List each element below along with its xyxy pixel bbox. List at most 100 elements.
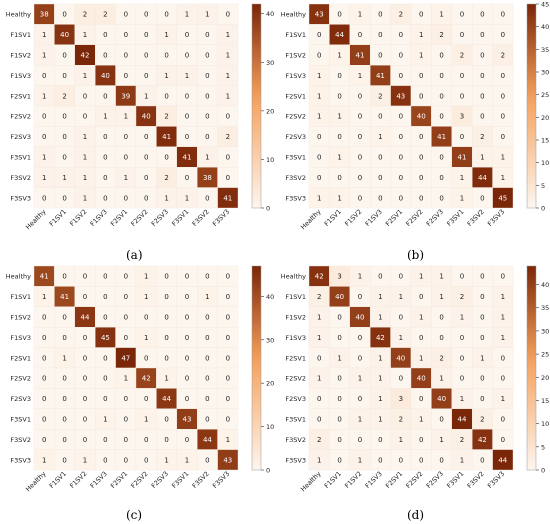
heatmap-b-value-r8-c8: 44 (478, 174, 487, 182)
heatmap-c-row-label-8: F3SV2 (10, 436, 31, 444)
heatmap-a-value-r3-c4: 0 (124, 72, 128, 80)
heatmap-d-row-label-1: F1SV1 (285, 293, 306, 301)
heatmap-a-value-r3-c3: 40 (101, 72, 110, 80)
heatmap-b-value-r1-c2: 0 (358, 31, 362, 39)
heatmap-c-value-r9-c6: 1 (164, 456, 168, 464)
heatmap-c-value-r0-c6: 0 (164, 273, 168, 281)
heatmap-b-value-r3-c8: 0 (480, 72, 484, 80)
heatmap-b-value-r8-c4: 0 (399, 174, 403, 182)
heatmap-b-value-r1-c0: 0 (317, 31, 321, 39)
heatmap-a-value-r0-c3: 2 (103, 11, 107, 19)
heatmap-b-value-r0-c4: 2 (399, 11, 403, 19)
colorbar-c-tick-label-2: 20 (266, 380, 274, 388)
heatmap-d-value-r9-c6: 0 (439, 456, 443, 464)
heatmap-c-value-r2-c3: 0 (103, 314, 107, 322)
heatmap-a-value-r1-c4: 0 (124, 31, 128, 39)
heatmap-d-value-r4-c4: 40 (396, 354, 405, 362)
heatmap-b-value-r1-c4: 0 (399, 31, 403, 39)
heatmap-a-col-label-4: F2SV1 (109, 208, 129, 228)
heatmap-d-value-r6-c9: 1 (501, 395, 505, 403)
heatmap-d-value-r3-c8: 0 (480, 334, 484, 342)
heatmap-a-value-r0-c5: 0 (144, 11, 148, 19)
heatmap-c-row-label-1: F1SV1 (10, 293, 31, 301)
heatmap-c-value-r4-c3: 0 (103, 354, 107, 362)
colorbar-a-tick-label-3: 30 (266, 59, 274, 67)
heatmap-c-value-r9-c3: 0 (103, 456, 107, 464)
heatmap-c-cell-r9-c9 (217, 449, 239, 471)
heatmap-c-value-r5-c3: 0 (103, 375, 107, 383)
heatmap-b-value-r5-c6: 0 (439, 113, 443, 121)
heatmap-d-value-r5-c2: 1 (358, 375, 362, 383)
heatmap-c-value-r6-c4: 0 (124, 395, 128, 403)
heatmap-b-value-r3-c6: 0 (439, 72, 443, 80)
caption-d: (d) (407, 508, 425, 522)
heatmap-d-value-r9-c5: 0 (419, 456, 423, 464)
heatmap-d-value-r9-c2: 1 (358, 456, 362, 464)
confusion-matrix-c: 41 0 0 0 0 1 0 0 0 0 1 41 0 0 0 1 0 0 1 0 0 0 44 0 0 0 0 0 0 0 0 0 0 45 0 1… (0, 262, 275, 507)
colorbar-b-tick-label-0: 0 (541, 205, 545, 213)
heatmap-c-value-r0-c4: 0 (124, 273, 128, 281)
heatmap-c-value-r2-c2: 44 (81, 314, 90, 322)
colorbar-b-tick-label-2: 10 (541, 159, 549, 167)
heatmap-d-value-r1-c9: 1 (501, 293, 505, 301)
heatmap-b-value-r0-c9: 0 (501, 11, 505, 19)
heatmap-b-row-label-9: F3SV3 (285, 194, 306, 202)
heatmap-b-value-r8-c2: 0 (358, 174, 362, 182)
heatmap-b-value-r7-c1: 1 (337, 154, 341, 162)
heatmap-d-value-r6-c0: 0 (317, 395, 321, 403)
heatmap-a-value-r3-c2: 1 (83, 72, 87, 80)
heatmap-c-value-r8-c6: 0 (164, 436, 168, 444)
heatmap-d-value-r2-c8: 0 (480, 314, 484, 322)
heatmap-b-value-r6-c6: 41 (437, 133, 446, 141)
heatmap-d-value-r4-c0: 0 (317, 354, 321, 362)
heatmap-d-value-r7-c4: 2 (399, 416, 403, 424)
heatmap-d-value-r1-c2: 0 (358, 293, 362, 301)
heatmap-b-value-r4-c6: 0 (439, 92, 443, 100)
heatmap-d-value-r0-c4: 0 (399, 273, 403, 281)
heatmap-b-value-r5-c5: 40 (417, 113, 426, 121)
heatmap-b-value-r0-c8: 0 (480, 11, 484, 19)
colorbar-d (526, 265, 537, 471)
heatmap-b-value-r7-c4: 0 (399, 154, 403, 162)
heatmap-b-value-r4-c9: 0 (501, 92, 505, 100)
heatmap-b-cell-r9-c9 (492, 187, 514, 209)
heatmap-b-value-r3-c7: 0 (460, 72, 464, 80)
heatmap-d-value-r8-c9: 0 (501, 436, 505, 444)
heatmap-d-value-r6-c5: 0 (419, 395, 423, 403)
heatmap-d-cell-r9-c9 (492, 449, 514, 471)
heatmap-b-value-r5-c4: 0 (399, 113, 403, 121)
heatmap-d-value-r0-c3: 0 (378, 273, 382, 281)
heatmap-d-value-r9-c1: 0 (337, 456, 341, 464)
heatmap-b-value-r7-c5: 0 (419, 154, 423, 162)
heatmap-c-value-r3-c9: 0 (226, 334, 230, 342)
heatmap-b-value-r7-c2: 0 (358, 154, 362, 162)
caption-a: (a) (126, 248, 143, 262)
heatmap-c-row-label-3: F1SV3 (10, 334, 31, 342)
heatmap-b-value-r8-c6: 0 (439, 174, 443, 182)
heatmap-d-value-r2-c7: 1 (460, 314, 464, 322)
heatmap-b-value-r4-c0: 1 (317, 92, 321, 100)
heatmap-b-value-r7-c3: 0 (378, 154, 382, 162)
heatmap-b-value-r1-c8: 0 (480, 31, 484, 39)
heatmap-b-row-label-0: Healthy (281, 11, 306, 19)
heatmap-c-col-label-1: F1SV1 (48, 470, 68, 490)
heatmap-a-value-r8-c7: 0 (185, 174, 189, 182)
heatmap-d-value-r6-c3: 1 (378, 395, 382, 403)
heatmap-c-value-r5-c0: 0 (42, 375, 46, 383)
heatmap-a-value-r2-c1: 0 (62, 52, 66, 60)
heatmap-b-row-label-8: F3SV2 (285, 174, 306, 182)
heatmap-d-col-label-7: F3SV1 (445, 470, 465, 490)
heatmap-d-col-label-8: F3SV2 (466, 470, 486, 490)
heatmap-a-col-label-7: F3SV1 (170, 208, 190, 228)
heatmap-c-value-r7-c3: 1 (103, 416, 107, 424)
heatmap-a-col-label-2: F1SV2 (68, 208, 88, 228)
colorbar-d-tick-label-0: 0 (541, 467, 545, 475)
heatmap-a-cell-r9-c9 (217, 187, 239, 209)
heatmap-d-value-r2-c2: 40 (356, 314, 365, 322)
heatmap-b-value-r5-c3: 0 (378, 113, 382, 121)
colorbar-a-tick-label-0: 0 (266, 205, 270, 213)
heatmap-b-value-r2-c6: 0 (439, 52, 443, 60)
heatmap-b-value-r0-c5: 0 (419, 11, 423, 19)
heatmap-c-value-r9-c8: 0 (205, 456, 209, 464)
heatmap-c-value-r7-c5: 1 (144, 416, 148, 424)
